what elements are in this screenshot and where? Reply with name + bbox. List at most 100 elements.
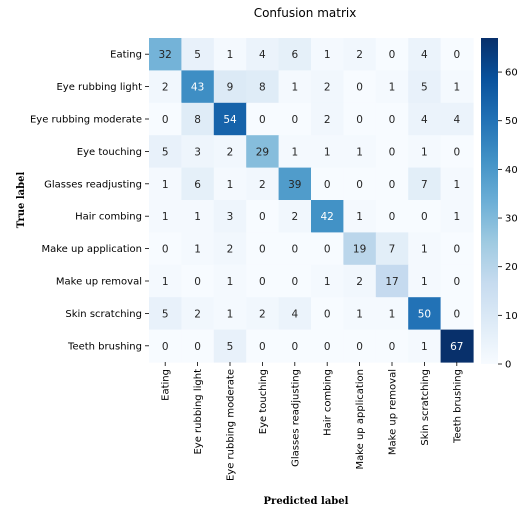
heatmap-cell bbox=[311, 232, 344, 266]
heatmap-cell bbox=[343, 264, 377, 298]
cell-value-label: 0 bbox=[453, 244, 460, 256]
cell-value-label: 1 bbox=[162, 179, 169, 191]
heatmap-cell bbox=[278, 102, 312, 136]
cell-value-label: 0 bbox=[259, 211, 266, 223]
cell-value-label: 1 bbox=[453, 179, 460, 191]
cell-value-label: 0 bbox=[356, 179, 363, 191]
cell-value-label: 0 bbox=[291, 276, 298, 288]
cell-value-label: 0 bbox=[356, 82, 363, 94]
colorbar: 0 10 20 30 40 50 60 bbox=[481, 38, 518, 371]
cell-value-label: 2 bbox=[162, 82, 169, 94]
heatmap-cell bbox=[375, 70, 409, 104]
cell-value-label: 1 bbox=[324, 49, 331, 61]
cell-value-label: 42 bbox=[321, 211, 334, 223]
cell-value-label: 0 bbox=[324, 341, 331, 353]
heatmap-cell bbox=[440, 38, 474, 71]
heatmap-cells: 32 5 1 4 6 1 2 0 4 02 43 9 8 1 2 0 1 5 10 8 54 0 0 2 0 0 4 45 3 2 29 1 1… bbox=[149, 38, 474, 363]
heatmap-cell bbox=[181, 70, 215, 104]
column-tick-label: Eye rubbing light bbox=[193, 369, 204, 455]
heatmap-cell bbox=[440, 102, 474, 136]
heatmap-cell bbox=[213, 264, 247, 298]
cell-value-label: 1 bbox=[291, 82, 298, 94]
heatmap-cell bbox=[440, 329, 474, 363]
cell-value-label: 0 bbox=[389, 341, 396, 353]
row-tick-label: Eye touching bbox=[77, 147, 142, 158]
cell-value-label: 2 bbox=[227, 244, 234, 256]
heatmap-cell bbox=[440, 167, 474, 201]
cell-value-label: 1 bbox=[194, 211, 201, 223]
row-tick-label: Make up application bbox=[41, 244, 142, 255]
cell-value-label: 0 bbox=[259, 276, 266, 288]
heatmap-cell bbox=[149, 135, 182, 169]
cell-value-label: 1 bbox=[356, 146, 363, 158]
heatmap-cell bbox=[311, 329, 344, 363]
heatmap-cell bbox=[149, 232, 182, 266]
heatmap-cell bbox=[149, 167, 182, 201]
heatmap-cell bbox=[278, 70, 312, 104]
heatmap-cell bbox=[181, 264, 215, 298]
heatmap-cell bbox=[246, 329, 280, 363]
heatmap-cell bbox=[311, 135, 344, 169]
heatmap-cell bbox=[408, 70, 442, 104]
cell-value-label: 1 bbox=[162, 211, 169, 223]
cell-value-label: 2 bbox=[259, 179, 266, 191]
column-tick-label: Teeth brushing bbox=[452, 369, 463, 444]
heatmap-cell bbox=[181, 135, 215, 169]
cell-value-label: 19 bbox=[353, 244, 366, 256]
cell-value-label: 1 bbox=[194, 244, 201, 256]
heatmap-cell bbox=[375, 200, 409, 233]
cell-value-label: 0 bbox=[389, 146, 396, 158]
heatmap-cell bbox=[181, 297, 215, 331]
cell-value-label: 39 bbox=[288, 179, 301, 191]
cell-value-label: 9 bbox=[227, 82, 234, 94]
heatmap-cell bbox=[149, 264, 182, 298]
cell-value-label: 1 bbox=[227, 179, 234, 191]
heatmap-cell bbox=[213, 329, 247, 363]
heatmap-cell bbox=[343, 102, 377, 136]
cell-value-label: 5 bbox=[421, 82, 428, 94]
cell-value-label: 0 bbox=[162, 341, 169, 353]
heatmap-cell bbox=[213, 297, 247, 331]
cell-value-label: 5 bbox=[162, 308, 169, 320]
heatmap-cell bbox=[278, 329, 312, 363]
heatmap-cell bbox=[343, 297, 377, 331]
heatmap-cell bbox=[408, 38, 442, 71]
heatmap-cell bbox=[375, 135, 409, 169]
cell-value-label: 3 bbox=[227, 211, 234, 223]
heatmap-cell bbox=[440, 135, 474, 169]
heatmap-cell bbox=[181, 329, 215, 363]
cell-value-label: 0 bbox=[259, 244, 266, 256]
cell-value-label: 43 bbox=[191, 82, 204, 94]
cell-value-label: 2 bbox=[324, 114, 331, 126]
cell-value-label: 2 bbox=[259, 308, 266, 320]
heatmap-cell bbox=[246, 38, 280, 71]
heatmap-cell bbox=[149, 70, 182, 104]
cell-value-label: 0 bbox=[291, 341, 298, 353]
cell-value-label: 1 bbox=[453, 211, 460, 223]
heatmap-cell bbox=[408, 297, 442, 331]
heatmap-cell bbox=[343, 167, 377, 201]
heatmap-cell bbox=[149, 297, 182, 331]
cell-value-label: 0 bbox=[162, 114, 169, 126]
cell-value-label: 1 bbox=[291, 146, 298, 158]
cell-value-label: 0 bbox=[389, 211, 396, 223]
cell-value-label: 0 bbox=[389, 49, 396, 61]
cell-value-label: 7 bbox=[389, 244, 396, 256]
heatmap-cell bbox=[181, 200, 215, 233]
cell-value-label: 2 bbox=[324, 82, 331, 94]
cell-value-label: 6 bbox=[194, 179, 201, 191]
cell-value-label: 0 bbox=[453, 49, 460, 61]
heatmap-cell bbox=[149, 329, 182, 363]
heatmap-cell bbox=[375, 232, 409, 266]
colorbar-tick-label: 0 bbox=[505, 360, 511, 371]
heatmap-cell bbox=[278, 297, 312, 331]
heatmap-cell bbox=[343, 232, 377, 266]
heatmap-cell bbox=[440, 200, 474, 233]
heatmap-cell bbox=[246, 232, 280, 266]
cell-value-label: 1 bbox=[356, 308, 363, 320]
heatmap-cell bbox=[278, 232, 312, 266]
cell-value-label: 5 bbox=[227, 341, 234, 353]
column-tick-label: Skin scratching bbox=[420, 369, 431, 446]
heatmap-cell bbox=[213, 232, 247, 266]
